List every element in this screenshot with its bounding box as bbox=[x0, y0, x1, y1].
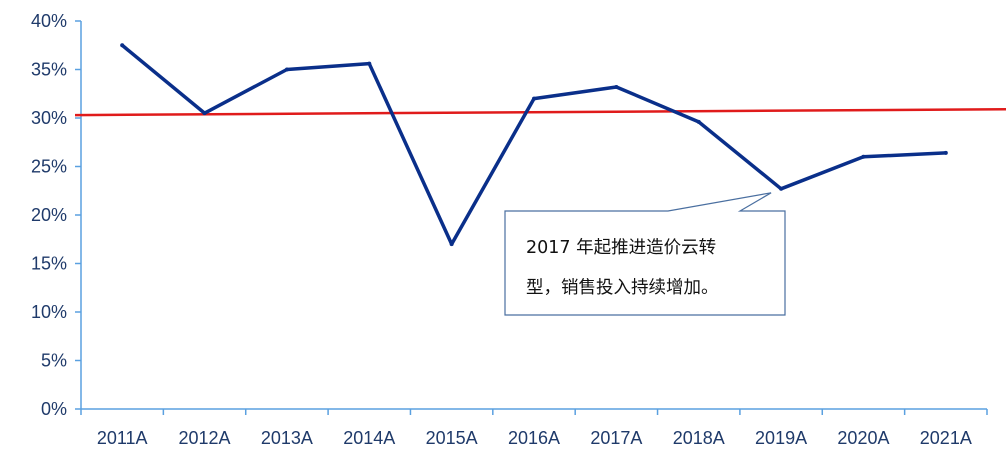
data-point bbox=[120, 43, 125, 48]
x-tick-label: 2019A bbox=[755, 428, 807, 448]
y-tick-label: 15% bbox=[31, 254, 67, 274]
x-tick-label: 2013A bbox=[261, 428, 313, 448]
x-tick-label: 2014A bbox=[343, 428, 395, 448]
x-tick-label: 2015A bbox=[426, 428, 478, 448]
reference-line-group bbox=[74, 108, 1006, 117]
x-axis: 2011A 2012A 2013A 2014A 2015A 2016A 2017A 2018A… bbox=[80, 408, 988, 448]
data-point bbox=[284, 67, 289, 72]
y-tick-label: 30% bbox=[31, 108, 67, 128]
y-tick-label: 10% bbox=[31, 302, 67, 322]
x-tick-label: 2016A bbox=[508, 428, 560, 448]
x-tick-label: 2018A bbox=[673, 428, 725, 448]
x-tick-label: 2012A bbox=[179, 428, 231, 448]
data-point bbox=[614, 84, 619, 89]
data-point bbox=[696, 119, 701, 124]
x-tick-label: 2017A bbox=[590, 428, 642, 448]
x-tick-label: 2020A bbox=[837, 428, 889, 448]
callout-text-line-2: 型，销售投入持续增加。 bbox=[526, 278, 719, 298]
data-point bbox=[861, 154, 866, 159]
callout-box bbox=[504, 192, 786, 316]
y-tick-label: 0% bbox=[41, 399, 67, 419]
data-point bbox=[449, 242, 454, 247]
data-point bbox=[202, 111, 207, 116]
callout-text-line-1: 2017 年起推进造价云转 bbox=[526, 238, 716, 258]
x-tick-label: 2011A bbox=[97, 428, 148, 448]
x-tick-label: 2021A bbox=[920, 428, 972, 448]
y-tick-label: 40% bbox=[31, 11, 67, 31]
data-point bbox=[532, 96, 536, 101]
data-point bbox=[943, 150, 948, 155]
y-axis: 0% 5% 10% 15% 20% 25% 30% 35% 40% bbox=[31, 11, 82, 419]
y-tick-label: 25% bbox=[31, 157, 67, 177]
series-group bbox=[120, 43, 948, 247]
annotation-callout: 2017 年起推进造价云转 型，销售投入持续增加。 bbox=[504, 192, 786, 316]
reference-line bbox=[74, 108, 1006, 117]
data-point bbox=[367, 61, 372, 66]
data-point bbox=[779, 186, 784, 191]
y-tick-label: 5% bbox=[41, 351, 67, 371]
y-tick-label: 20% bbox=[31, 205, 67, 225]
y-tick-label: 35% bbox=[31, 60, 67, 80]
